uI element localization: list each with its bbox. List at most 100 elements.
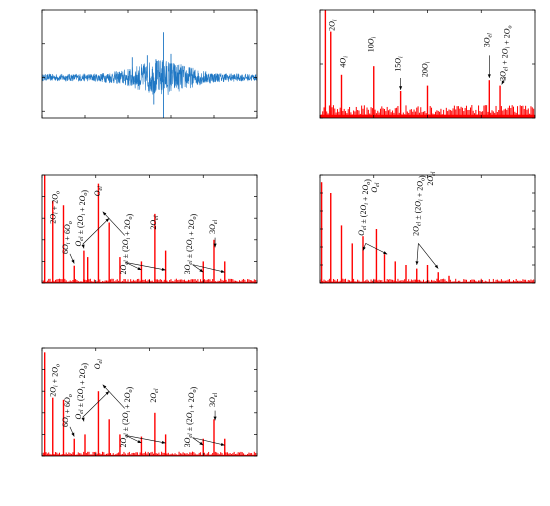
text-subscript: o: [68, 221, 74, 224]
plot-area: [42, 175, 257, 283]
text-subscript: el: [98, 359, 104, 364]
text-part: 2: [48, 220, 57, 224]
text-o: O: [500, 48, 509, 54]
text-subscript: el: [154, 388, 160, 393]
annotation-arrowhead: [501, 80, 505, 85]
text-subscript: o: [128, 216, 134, 219]
text-subscript: i: [66, 415, 72, 417]
plot-area: [42, 352, 257, 456]
text-o: O: [339, 58, 348, 64]
text-o: O: [48, 214, 57, 220]
text-part: ): [363, 179, 372, 182]
text-part: ): [125, 213, 134, 216]
text-part: 6: [61, 423, 70, 427]
axes-frame: [41, 9, 258, 119]
annotation-label: Oel ± (2Oi + 2Oo): [74, 190, 89, 247]
annotation-arrowhead: [137, 440, 142, 444]
text-part: + 2: [78, 374, 87, 387]
text-o: O: [185, 239, 194, 245]
annotation-arrow: [82, 217, 110, 245]
text-o: O: [149, 393, 158, 399]
text-o: O: [502, 28, 511, 34]
annotation-arrowhead: [213, 416, 217, 421]
annotation-label: 3Oel ± (2Oi + 2Oo): [183, 386, 198, 447]
annotation-arrowhead: [161, 267, 166, 271]
annotation-arrow: [192, 437, 225, 446]
text-o: O: [63, 397, 72, 403]
text-part: 2: [411, 232, 420, 236]
annotation-label: 2Oi + 2Oo: [48, 364, 61, 397]
text-o: O: [93, 363, 102, 369]
annotation-arrowhead: [71, 432, 75, 437]
annotation-label: 2Oel ± (2Oi + 2Oo): [411, 175, 426, 236]
text-part: 3: [498, 77, 507, 81]
text-subscript: el: [124, 433, 130, 438]
text-o: O: [93, 190, 102, 196]
text-part: + 2: [78, 201, 87, 214]
text-part: + 2: [415, 187, 424, 200]
text-o: O: [413, 201, 422, 207]
text-part: + 6: [63, 403, 72, 416]
text-subscript: o: [128, 389, 134, 392]
text-part: ± (2: [121, 245, 130, 260]
text-o: O: [74, 241, 83, 247]
text-o: O: [76, 215, 85, 221]
text-part: 20: [421, 69, 430, 77]
annotation-arrow: [125, 262, 166, 271]
text-subscript: o: [192, 216, 198, 219]
text-part: + 2: [500, 54, 509, 67]
text-subscript: i: [190, 237, 196, 239]
text-part: 15: [394, 64, 403, 72]
annotation-label: 15Oi: [394, 56, 405, 72]
annotation-arrowhead: [213, 243, 217, 248]
annotation-arrow: [365, 243, 388, 255]
text-part: + 2: [123, 225, 132, 238]
text-subscript: i: [505, 46, 511, 48]
text-subscript: el: [487, 33, 493, 38]
text-subscript: i: [418, 199, 424, 201]
text-o: O: [482, 37, 491, 43]
annotation-arrowhead: [199, 441, 204, 446]
annotation-label: Oel: [370, 182, 381, 192]
text-o: O: [361, 185, 370, 191]
annotation-arrowhead: [220, 269, 225, 273]
annotation-arrowhead: [487, 74, 491, 79]
text-part: 10: [367, 44, 376, 52]
text-subscript: el: [98, 186, 104, 191]
annotation-arrowhead: [362, 246, 366, 251]
annotation-label: Oel: [93, 359, 104, 369]
text-o: O: [426, 176, 435, 182]
text-o: O: [370, 187, 379, 193]
annotation-arrow: [125, 435, 166, 444]
text-part: 2: [119, 443, 128, 447]
annotation-arrowhead: [71, 259, 75, 264]
text-part: 2: [328, 27, 337, 31]
text-o: O: [498, 71, 507, 77]
annotation-label: Oel ± (2Oi + 2Oo): [357, 179, 372, 236]
text-subscript: el: [79, 409, 85, 414]
annotation-arrow: [192, 264, 225, 273]
annotation-arrowhead: [137, 267, 142, 271]
text-o: O: [119, 437, 128, 443]
text-subscript: el: [375, 182, 381, 187]
text-part: ): [125, 386, 134, 389]
text-part: ): [80, 363, 89, 366]
text-subscript: o: [507, 26, 513, 29]
text-subscript: o: [55, 364, 61, 367]
text-part: 2: [149, 399, 158, 403]
text-subscript: el: [416, 221, 422, 226]
annotation-arrowhead: [105, 218, 110, 222]
text-subscript: i: [190, 410, 196, 412]
annotation-label: 3Oel: [208, 392, 219, 406]
text-part: ): [189, 213, 198, 216]
text-subscript: o: [55, 191, 61, 194]
text-part: 6: [61, 250, 70, 254]
text-o: O: [187, 219, 196, 225]
annotation-label: 2Oel: [149, 388, 160, 402]
annotation-arrowhead: [415, 261, 419, 265]
text-subscript: o: [420, 178, 426, 181]
text-subscript: i: [126, 237, 132, 239]
